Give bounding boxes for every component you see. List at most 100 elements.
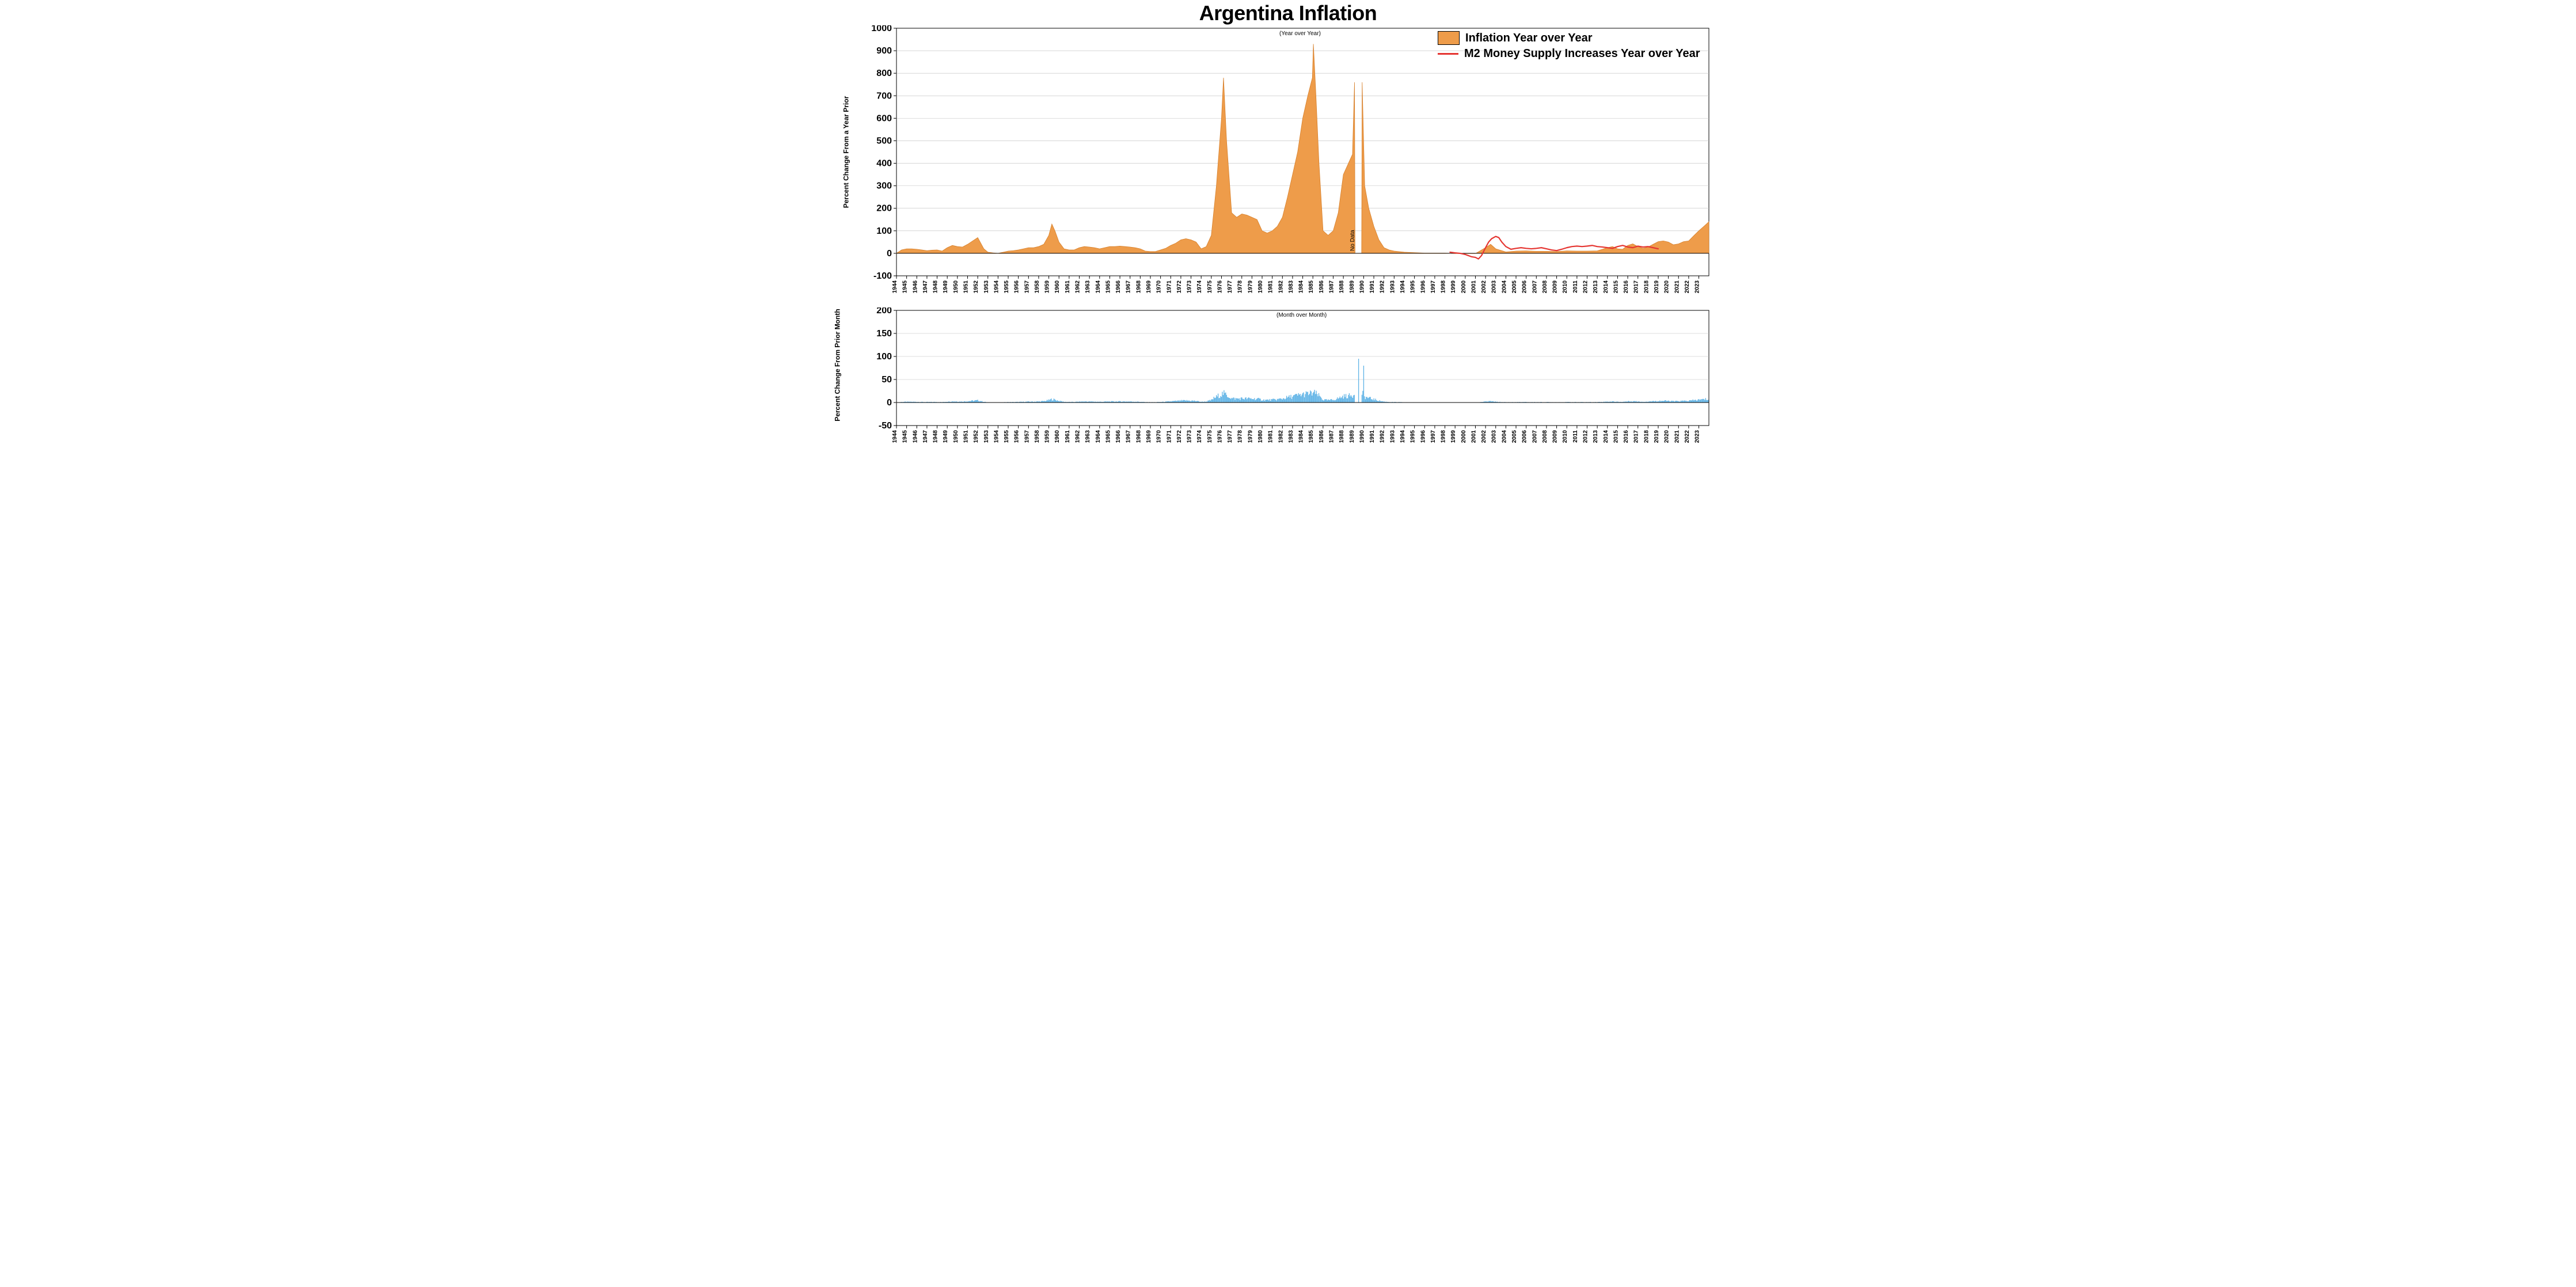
svg-text:1968: 1968 — [1135, 430, 1142, 443]
svg-text:400: 400 — [876, 159, 892, 169]
svg-text:1983: 1983 — [1287, 280, 1294, 294]
svg-text:2020: 2020 — [1663, 280, 1670, 294]
svg-text:-100: -100 — [873, 271, 891, 281]
svg-text:1947: 1947 — [922, 430, 928, 443]
svg-text:1998: 1998 — [1440, 280, 1446, 294]
svg-text:1944: 1944 — [892, 430, 898, 443]
svg-text:1992: 1992 — [1379, 430, 1385, 443]
top-chart-block: Percent Change From a Year Prior (Year o… — [865, 25, 1712, 302]
svg-text:1990: 1990 — [1359, 280, 1365, 294]
svg-text:1963: 1963 — [1085, 430, 1091, 443]
svg-text:1963: 1963 — [1085, 280, 1091, 294]
svg-text:2006: 2006 — [1521, 280, 1528, 294]
svg-text:1975: 1975 — [1206, 280, 1213, 294]
svg-text:2014: 2014 — [1602, 430, 1609, 443]
svg-text:1988: 1988 — [1339, 280, 1345, 294]
svg-text:1957: 1957 — [1024, 280, 1030, 294]
svg-text:1998: 1998 — [1440, 430, 1446, 443]
svg-text:1973: 1973 — [1186, 430, 1192, 443]
svg-text:1960: 1960 — [1054, 280, 1061, 294]
svg-text:1992: 1992 — [1379, 280, 1385, 294]
svg-text:1966: 1966 — [1115, 280, 1122, 294]
svg-text:1948: 1948 — [932, 280, 939, 294]
svg-text:0: 0 — [887, 398, 892, 408]
svg-text:1979: 1979 — [1247, 430, 1253, 443]
svg-text:2011: 2011 — [1572, 280, 1578, 293]
svg-text:1993: 1993 — [1389, 280, 1396, 294]
svg-text:1973: 1973 — [1186, 280, 1192, 294]
svg-text:1945: 1945 — [902, 430, 908, 443]
svg-text:1959: 1959 — [1044, 280, 1050, 294]
svg-text:900: 900 — [876, 46, 892, 56]
svg-text:1960: 1960 — [1054, 430, 1061, 443]
svg-text:2006: 2006 — [1521, 430, 1528, 443]
svg-text:1969: 1969 — [1145, 280, 1152, 294]
svg-text:1997: 1997 — [1430, 280, 1436, 294]
svg-text:1962: 1962 — [1074, 430, 1081, 443]
svg-text:2022: 2022 — [1684, 430, 1690, 443]
svg-text:2003: 2003 — [1491, 430, 1497, 443]
svg-text:1993: 1993 — [1389, 430, 1396, 443]
svg-text:100: 100 — [876, 226, 892, 236]
svg-text:1974: 1974 — [1196, 430, 1203, 443]
svg-text:1950: 1950 — [952, 430, 959, 443]
svg-text:1948: 1948 — [932, 430, 939, 443]
svg-text:1977: 1977 — [1227, 430, 1233, 443]
legend-area-label: Inflation Year over Year — [1465, 32, 1593, 45]
svg-text:1989: 1989 — [1348, 430, 1355, 443]
svg-text:500: 500 — [876, 136, 892, 146]
svg-text:2000: 2000 — [1460, 430, 1466, 443]
svg-text:200: 200 — [876, 204, 892, 214]
svg-text:1995: 1995 — [1409, 430, 1416, 443]
svg-text:1962: 1962 — [1074, 280, 1081, 294]
bottom-chart-block: Percent Change From Prior Month (Month o… — [865, 307, 1712, 451]
svg-text:1955: 1955 — [1004, 280, 1010, 294]
svg-text:1944: 1944 — [892, 280, 898, 294]
svg-text:2023: 2023 — [1694, 430, 1700, 443]
page: Argentina Inflation Percent Change From … — [859, 1, 1718, 463]
svg-text:2014: 2014 — [1602, 280, 1609, 294]
svg-text:1950: 1950 — [952, 280, 959, 294]
svg-text:0: 0 — [887, 249, 892, 259]
svg-text:1969: 1969 — [1145, 430, 1152, 443]
legend: Inflation Year over Year M2 Money Supply… — [1438, 31, 1700, 63]
bottom-subtitle: (Month over Month) — [1276, 312, 1327, 318]
legend-row-area: Inflation Year over Year — [1438, 31, 1700, 45]
page-title: Argentina Inflation — [865, 1, 1712, 25]
no-data-label: No Data — [1350, 230, 1356, 251]
svg-text:1966: 1966 — [1115, 430, 1122, 443]
svg-text:1982: 1982 — [1278, 280, 1284, 294]
svg-text:2007: 2007 — [1532, 430, 1538, 443]
legend-row-line: M2 Money Supply Increases Year over Year — [1438, 47, 1700, 60]
svg-text:1987: 1987 — [1328, 430, 1335, 443]
svg-text:1976: 1976 — [1217, 430, 1223, 443]
svg-text:2001: 2001 — [1471, 280, 1477, 294]
svg-text:1985: 1985 — [1308, 280, 1314, 294]
svg-text:2005: 2005 — [1511, 280, 1518, 294]
svg-text:600: 600 — [876, 113, 892, 123]
svg-text:1978: 1978 — [1237, 280, 1243, 294]
svg-text:1999: 1999 — [1450, 430, 1457, 443]
svg-text:1977: 1977 — [1227, 280, 1233, 294]
top-subtitle: (Year over Year) — [1279, 31, 1321, 37]
svg-text:1959: 1959 — [1044, 430, 1050, 443]
svg-text:2019: 2019 — [1653, 280, 1659, 294]
svg-text:1956: 1956 — [1013, 280, 1020, 294]
top-y-axis-title: Percent Change From a Year Prior — [842, 96, 850, 208]
svg-text:1946: 1946 — [912, 430, 918, 443]
svg-text:2013: 2013 — [1593, 280, 1599, 294]
svg-text:1000: 1000 — [871, 25, 892, 33]
svg-text:1988: 1988 — [1339, 430, 1345, 443]
svg-text:1970: 1970 — [1156, 280, 1162, 294]
svg-text:2000: 2000 — [1460, 280, 1466, 294]
svg-text:2004: 2004 — [1501, 430, 1507, 443]
svg-text:1961: 1961 — [1064, 430, 1070, 443]
svg-text:1958: 1958 — [1034, 280, 1040, 294]
svg-text:1951: 1951 — [963, 430, 969, 443]
svg-text:1975: 1975 — [1206, 430, 1213, 443]
svg-text:800: 800 — [876, 69, 892, 78]
svg-text:1971: 1971 — [1166, 280, 1172, 294]
svg-text:2016: 2016 — [1623, 430, 1629, 443]
svg-text:1949: 1949 — [943, 430, 949, 443]
svg-text:1985: 1985 — [1308, 430, 1314, 443]
